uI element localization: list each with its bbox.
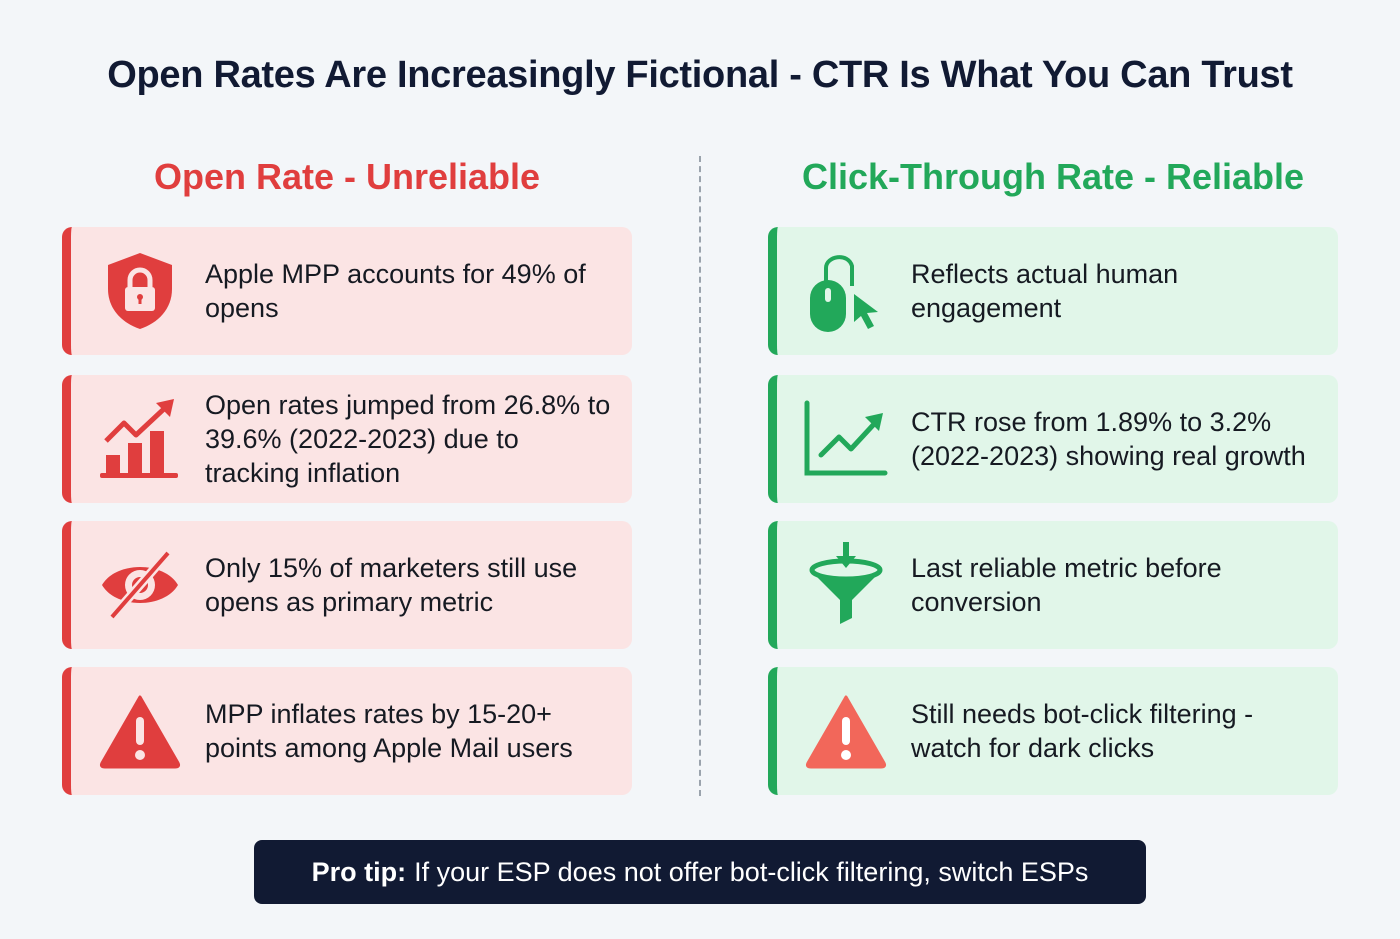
ctr-card-2: CTR rose from 1.89% to 3.2% (2022-2023) … (768, 375, 1338, 503)
warning-icon (801, 686, 891, 776)
open-rate-card-1: Apple MPP accounts for 49% of opens (62, 227, 632, 355)
rising-bar-chart-icon (95, 394, 185, 484)
funnel-icon (801, 540, 891, 630)
card-text: CTR rose from 1.89% to 3.2% (2022-2023) … (911, 407, 1306, 471)
mouse-cursor-icon (801, 246, 891, 336)
page-title: Open Rates Are Increasingly Fictional - … (107, 54, 1293, 96)
card-text: Last reliable metric before conversion (911, 553, 1222, 617)
column-divider (699, 156, 701, 796)
ctr-card-1: Reflects actual human engagement (768, 227, 1338, 355)
trend-line-chart-icon (801, 394, 891, 484)
card-text: Apple MPP accounts for 49% of opens (205, 259, 586, 323)
open-rate-heading: Open Rate - Unreliable (153, 156, 541, 197)
card-text: Open rates jumped from 26.8% to 39.6% (2… (205, 390, 611, 488)
pro-tip-text: If your ESP does not offer bot-click fil… (414, 856, 1089, 887)
open-rate-card-3: Only 15% of marketers still use opens as… (62, 521, 632, 649)
ctr-card-3: Last reliable metric before conversion (768, 521, 1338, 649)
shield-lock-icon (95, 246, 185, 336)
ctr-card-4: Still needs bot-click filtering - watch … (768, 667, 1338, 795)
open-rate-card-4: MPP inflates rates by 15-20+ points amon… (62, 667, 632, 795)
card-text: Only 15% of marketers still use opens as… (205, 553, 578, 617)
open-rate-card-2: Open rates jumped from 26.8% to 39.6% (2… (62, 375, 632, 503)
card-text: Still needs bot-click filtering - watch … (911, 699, 1254, 763)
pro-tip-label: Pro tip: (311, 856, 407, 887)
card-text: Reflects actual human engagement (911, 259, 1179, 323)
card-text: MPP inflates rates by 15-20+ points amon… (205, 699, 573, 763)
warning-icon (95, 686, 185, 776)
eye-off-icon (95, 540, 185, 630)
ctr-heading: Click-Through Rate - Reliable (801, 156, 1305, 197)
pro-tip-banner: Pro tip: If your ESP does not offer bot-… (254, 840, 1146, 904)
